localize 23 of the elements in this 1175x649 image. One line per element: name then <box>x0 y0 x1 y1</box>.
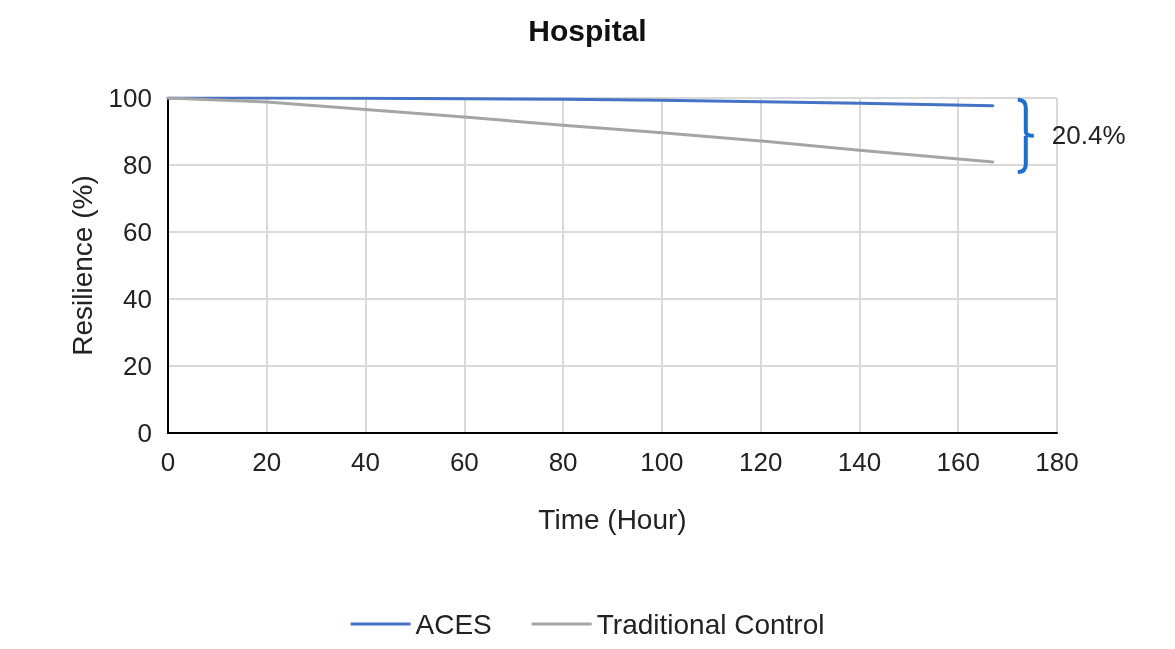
x-tick-label: 160 <box>936 447 980 477</box>
y-tick-label: 80 <box>123 150 152 180</box>
x-tick-label: 60 <box>449 447 479 477</box>
y-tick-label: 20 <box>123 351 152 381</box>
legend-label: Traditional Control <box>596 608 825 640</box>
x-axis-title: Time (Hour) <box>538 503 687 535</box>
legend-label: ACES <box>415 608 492 640</box>
x-tick-label: 80 <box>548 447 578 477</box>
y-tick-label: 0 <box>137 418 152 448</box>
y-tick-label: 100 <box>108 83 152 113</box>
y-tick-label: 40 <box>123 284 152 314</box>
line-series <box>166 96 995 164</box>
y-axis-title: Resilience (%) <box>66 175 98 356</box>
x-tick-label: 100 <box>640 447 684 477</box>
x-tick-label: 40 <box>351 447 381 477</box>
x-tick-label: 20 <box>252 447 282 477</box>
x-tick-label: 0 <box>160 447 176 477</box>
x-tick-label: 140 <box>837 447 882 477</box>
x-tick-label: 180 <box>1035 447 1079 477</box>
y-tick-label: 60 <box>123 217 152 247</box>
annotation: 20.4% <box>1051 119 1126 151</box>
x-tick-label: 120 <box>738 447 783 477</box>
chart-title: Hospital <box>528 13 647 47</box>
